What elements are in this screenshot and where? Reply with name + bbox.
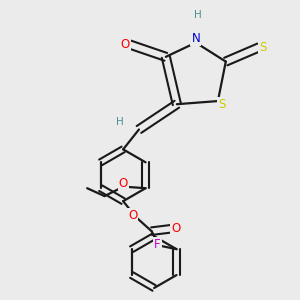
Text: H: H bbox=[194, 10, 202, 20]
Text: N: N bbox=[191, 32, 200, 45]
Text: S: S bbox=[259, 41, 266, 54]
Text: S: S bbox=[218, 98, 225, 111]
Text: F: F bbox=[154, 238, 161, 251]
Text: H: H bbox=[116, 117, 124, 127]
Text: O: O bbox=[171, 222, 181, 235]
Text: O: O bbox=[128, 209, 137, 222]
Text: O: O bbox=[119, 177, 128, 190]
Text: O: O bbox=[120, 38, 130, 51]
